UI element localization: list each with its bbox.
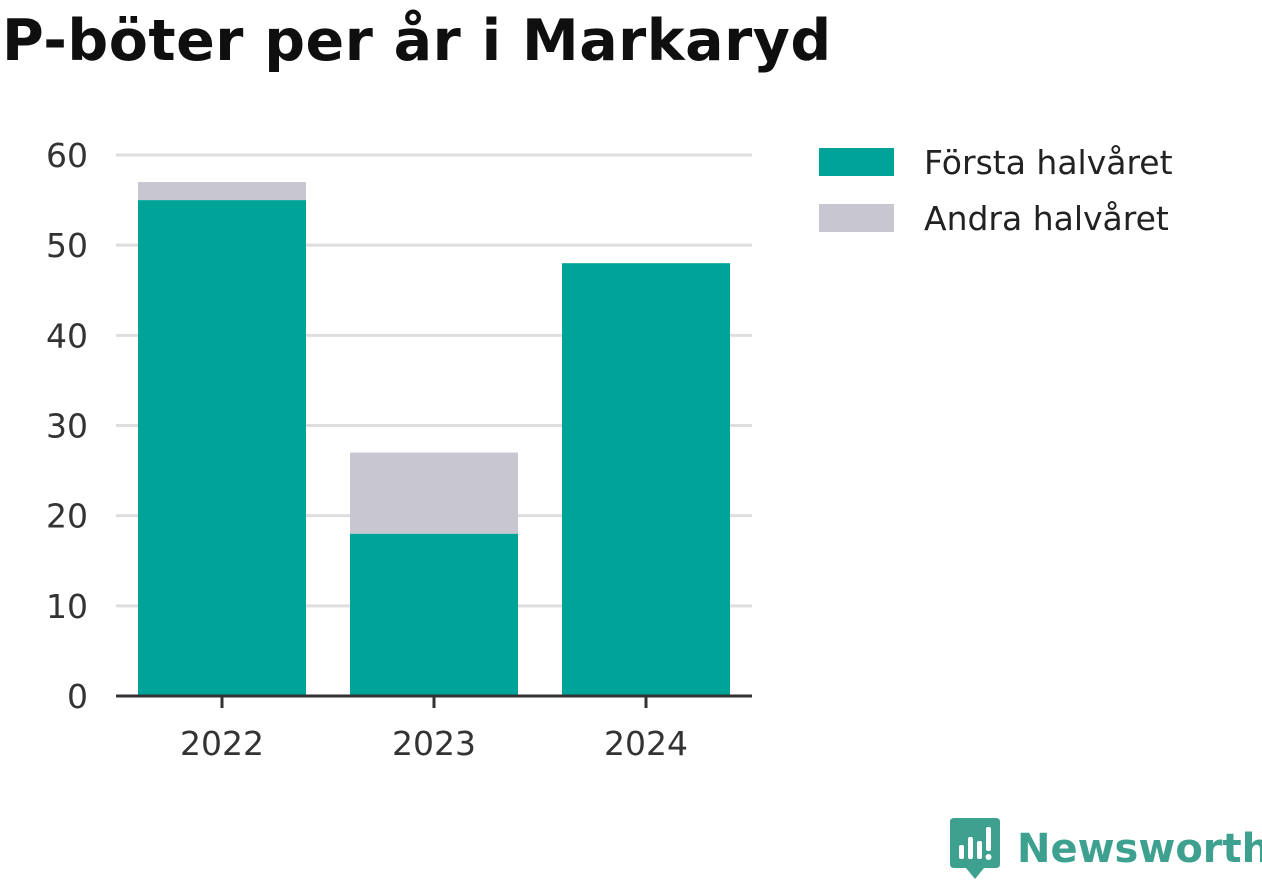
- legend-label: Andra halvåret: [924, 199, 1169, 238]
- logo-text: Newsworthy: [1017, 826, 1262, 872]
- legend-label: Första halvåret: [924, 143, 1173, 182]
- bars: [138, 182, 730, 697]
- x-tick-label: 2024: [604, 724, 688, 763]
- y-tick-label: 0: [67, 677, 88, 716]
- bar-2022-series-2: [138, 182, 306, 201]
- legend: Första halvåret Andra halvåret: [819, 143, 1173, 238]
- y-tick-label: 60: [46, 136, 88, 175]
- bar-2024-series-1: [562, 263, 730, 696]
- y-tick-label: 50: [46, 226, 88, 265]
- newsworthy-logo: Newsworthy: [950, 818, 1262, 880]
- newsworthy-logo-icon: [950, 818, 1000, 879]
- stacked-bar-chart: 0 10 20 30 40 50 60 2022 2023 2024 Första halvåre…: [46, 136, 1173, 763]
- bar-2022-series-1: [138, 200, 306, 697]
- axes: 0 10 20 30 40 50 60 2022 2023 2024: [46, 136, 752, 763]
- y-tick-label: 20: [46, 497, 88, 536]
- legend-swatch: [819, 204, 894, 232]
- y-tick-label: 30: [46, 407, 88, 446]
- y-tick-label: 40: [46, 316, 88, 355]
- page-title: P-böter per år i Markaryd: [2, 8, 832, 74]
- x-tick-label: 2022: [180, 724, 264, 763]
- bar-2023-series-1: [350, 533, 518, 696]
- legend-swatch: [819, 148, 894, 176]
- x-tick-label: 2023: [392, 724, 476, 763]
- bar-2023-series-2: [350, 452, 518, 534]
- y-tick-label: 10: [46, 587, 88, 626]
